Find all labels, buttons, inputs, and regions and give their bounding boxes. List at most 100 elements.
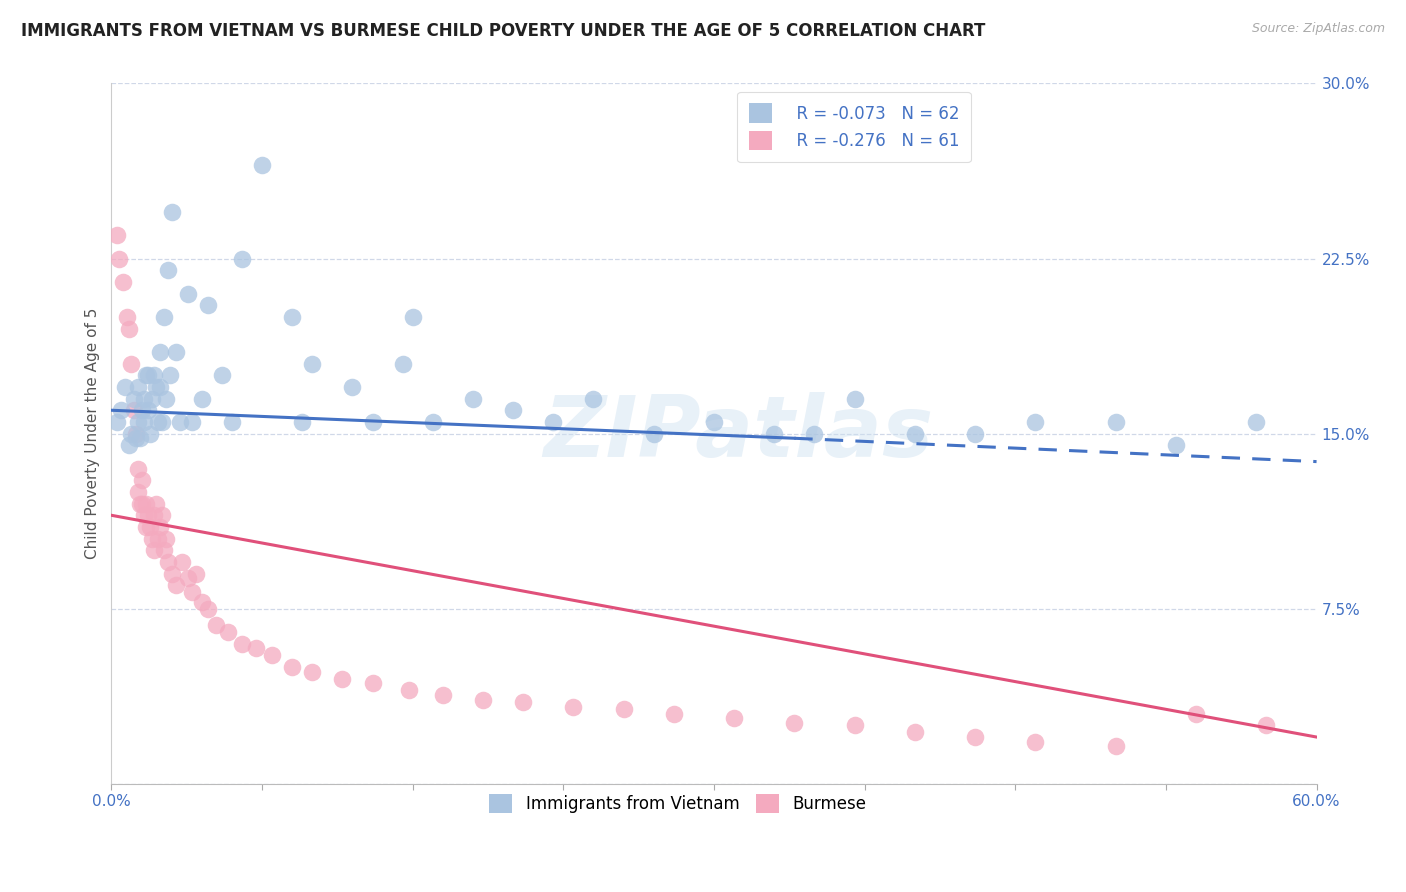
Point <box>128 497 150 511</box>
Point <box>149 344 172 359</box>
Point <box>177 571 200 585</box>
Point <box>342 380 364 394</box>
Point <box>135 497 157 511</box>
Point <box>361 415 384 429</box>
Point <box>121 357 143 371</box>
Point <box>146 415 169 429</box>
Point <box>124 431 146 445</box>
Point <box>131 403 153 417</box>
Point <box>1105 415 1128 429</box>
Point <box>136 508 159 523</box>
Point <box>723 711 745 725</box>
Point <box>217 625 239 640</box>
Point <box>135 520 157 534</box>
Point <box>904 426 927 441</box>
Point <box>763 426 786 441</box>
Point <box>127 380 149 394</box>
Point <box>118 438 141 452</box>
Point <box>136 368 159 383</box>
Point <box>197 601 219 615</box>
Point <box>191 392 214 406</box>
Point <box>613 702 636 716</box>
Point <box>156 555 179 569</box>
Point <box>127 415 149 429</box>
Point <box>108 252 131 266</box>
Point <box>1246 415 1268 429</box>
Point <box>149 520 172 534</box>
Point <box>512 695 534 709</box>
Point <box>245 641 267 656</box>
Point <box>422 415 444 429</box>
Point <box>128 431 150 445</box>
Point <box>662 706 685 721</box>
Point <box>281 660 304 674</box>
Legend: Immigrants from Vietnam, Burmese: Immigrants from Vietnam, Burmese <box>477 782 879 824</box>
Point <box>160 204 183 219</box>
Point <box>783 716 806 731</box>
Point <box>155 532 177 546</box>
Point <box>472 692 495 706</box>
Point <box>165 578 187 592</box>
Point <box>301 357 323 371</box>
Point <box>150 508 173 523</box>
Point <box>398 683 420 698</box>
Point <box>180 585 202 599</box>
Point <box>142 508 165 523</box>
Point <box>1164 438 1187 452</box>
Point <box>169 415 191 429</box>
Point <box>177 286 200 301</box>
Point <box>904 725 927 739</box>
Point <box>107 415 129 429</box>
Point <box>146 532 169 546</box>
Point <box>165 344 187 359</box>
Point <box>132 415 155 429</box>
Point <box>643 426 665 441</box>
Text: Source: ZipAtlas.com: Source: ZipAtlas.com <box>1251 22 1385 36</box>
Point <box>291 415 314 429</box>
Point <box>141 532 163 546</box>
Point <box>124 426 146 441</box>
Point <box>301 665 323 679</box>
Point <box>1105 739 1128 754</box>
Point <box>150 415 173 429</box>
Point <box>107 228 129 243</box>
Point <box>231 637 253 651</box>
Point <box>121 426 143 441</box>
Point <box>184 566 207 581</box>
Point <box>131 473 153 487</box>
Point <box>132 392 155 406</box>
Point <box>112 275 135 289</box>
Point <box>135 368 157 383</box>
Point <box>155 392 177 406</box>
Point <box>1256 718 1278 732</box>
Point <box>1185 706 1208 721</box>
Y-axis label: Child Poverty Under the Age of 5: Child Poverty Under the Age of 5 <box>86 308 100 559</box>
Point <box>502 403 524 417</box>
Point <box>118 321 141 335</box>
Point <box>138 426 160 441</box>
Point <box>562 699 585 714</box>
Point <box>145 380 167 394</box>
Point <box>127 461 149 475</box>
Point <box>582 392 605 406</box>
Point <box>703 415 725 429</box>
Point <box>114 380 136 394</box>
Point <box>250 158 273 172</box>
Point <box>117 310 139 324</box>
Point <box>170 555 193 569</box>
Point <box>132 508 155 523</box>
Point <box>127 485 149 500</box>
Point <box>844 392 866 406</box>
Point <box>160 566 183 581</box>
Point <box>138 520 160 534</box>
Point <box>205 618 228 632</box>
Point <box>461 392 484 406</box>
Point <box>1024 735 1046 749</box>
Point <box>402 310 425 324</box>
Point <box>1024 415 1046 429</box>
Point <box>543 415 565 429</box>
Text: ZIPatlas: ZIPatlas <box>543 392 934 475</box>
Point <box>211 368 233 383</box>
Point <box>391 357 413 371</box>
Point <box>191 595 214 609</box>
